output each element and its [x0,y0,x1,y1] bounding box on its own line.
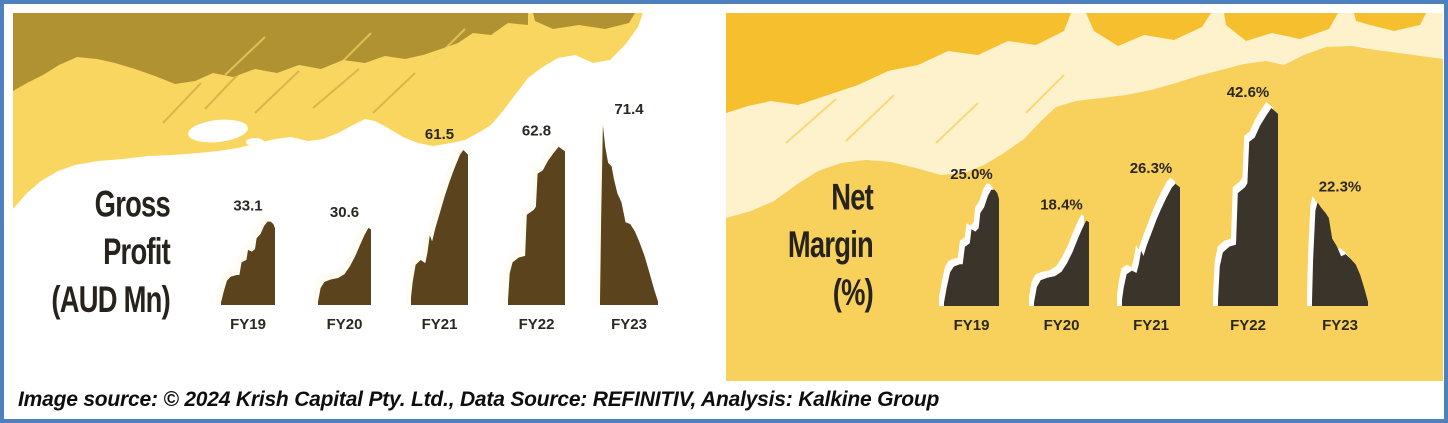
bar-value-label: 22.3% [1319,178,1362,195]
bar-category-label: FY22 [1230,317,1266,334]
net-margin-bars: 25.0% FY19 18.4% FY20 26.3% FY21 42.6% FY22 22.3… [939,84,1368,334]
bright-gold-patches [726,13,1426,113]
yellow-streaks [224,28,466,76]
bar-FY22 [1218,108,1278,306]
net-margin-panel: 25.0% FY19 18.4% FY20 26.3% FY21 42.6% FY22 22.3… [726,13,1443,382]
bar-value-label: 26.3% [1130,160,1173,177]
bar-value-label: 33.1 [233,198,262,215]
bar-value-label: 61.5 [425,126,454,143]
bar-FY22 [508,146,565,305]
bar-FY23 [1312,202,1368,306]
bar-category-label: FY23 [1322,317,1358,334]
gross-profit-bars: 33.1 FY19 30.6 FY20 61.5 FY21 62.8 FY22 71.4 FY23 [216,101,658,333]
caption-bar: Image source: © 2024 Krish Capital Pty. … [13,381,1443,418]
gross-profit-panel: 33.1 FY19 30.6 FY20 61.5 FY21 62.8 FY22 71.4 FY23… [13,13,710,382]
bar-category-label: FY22 [519,316,555,333]
olive-paint-stroke [13,13,528,91]
bar-value-label: 25.0% [950,166,993,183]
title-line: Gross [94,182,171,225]
bar-value-label: 18.4% [1040,196,1083,213]
bar-FY19 [944,189,999,306]
bar-value-label: 42.6% [1227,84,1270,101]
olive-streaks [162,66,416,124]
bar-category-label: FY20 [1044,317,1080,334]
olive-paint-stroke-thin [533,13,635,29]
title-line: Profit [103,229,171,273]
gold-streaks [785,74,1065,144]
bar-FY20 [1034,220,1089,306]
title-line: Net [831,175,874,218]
bar-value-label: 30.6 [330,204,359,221]
bar-FY21 [411,150,468,305]
title-line: (%) [832,270,874,314]
bar-category-label: FY20 [327,316,363,333]
bar-FY23 [600,125,658,305]
title-line: (AUD Mn) [51,277,170,321]
bar-FY19 [221,221,275,305]
net-margin-title: Net Margin (%) [787,173,874,317]
source-caption: Image source: © 2024 Krish Capital Pty. … [18,387,940,411]
bar-value-label: 71.4 [614,101,644,118]
gross-profit-title: Gross Profit (AUD Mn) [51,180,170,324]
white-paint-gap [188,119,248,143]
bar-category-label: FY23 [611,316,647,333]
bar-category-label: FY19 [954,317,990,334]
bar-category-label: FY21 [422,316,458,333]
bar-category-label: FY19 [230,316,266,333]
bar-value-label: 62.8 [522,123,551,140]
bar-FY21 [1122,183,1180,306]
bar-category-label: FY21 [1133,317,1169,334]
title-line: Margin [787,222,874,266]
gross-profit-chart-svg: 33.1 FY19 30.6 FY20 61.5 FY21 62.8 FY22 71.4 FY23 [13,13,710,382]
white-paint-speck [246,138,264,146]
net-margin-chart-svg: 25.0% FY19 18.4% FY20 26.3% FY21 42.6% FY22 22.3… [726,13,1443,382]
bar-FY20 [318,227,371,305]
